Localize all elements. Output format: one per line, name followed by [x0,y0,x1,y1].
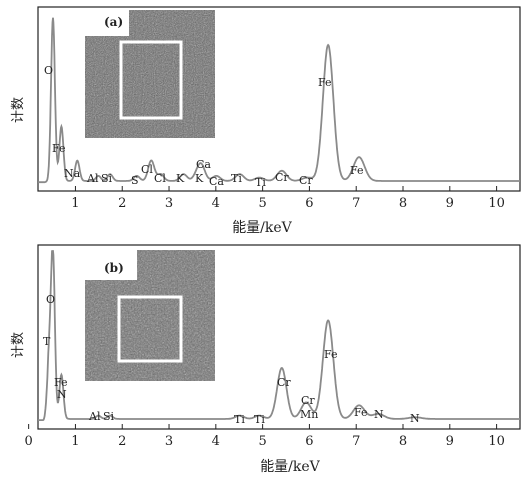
x-tick-label: 3 [165,434,173,449]
peak-label: Mn [300,408,318,421]
x-ticks-a: 1 2 3 4 5 6 7 8 9 10 [71,186,505,211]
peak-label: K [195,172,204,185]
panel-tag-a: (a) [104,15,123,29]
y-axis-label-a: 计数 [11,97,26,123]
spectrum-line-a [38,17,520,184]
x-tick-label: 4 [212,196,220,211]
peak-label: Fe [318,76,332,89]
peak-label: Al [86,172,99,185]
x-ticks-b: 0 1 2 3 4 5 6 7 8 9 10 [25,424,505,449]
peak-label: Cl [141,163,153,176]
peak-label: Fe [54,376,68,389]
peak-label: Cr [301,394,315,407]
peak-label: Ca [209,175,224,188]
peak-label: Cr [275,171,289,184]
panel-b: (b) 0 1 2 3 4 5 6 7 8 9 10 O T Fe N Al Si Ti Ti Cr… [11,244,521,475]
peak-label: K [176,172,185,185]
panel-a: (a) 1 2 3 4 5 6 7 8 9 10 O Fe Na Al Si S Cl Cl K … [11,6,521,236]
x-tick-label: 7 [352,196,360,211]
peak-label: Cl [154,172,166,185]
analysis-region-box-a [119,40,183,120]
peak-label: Fe [354,406,368,419]
x-axis-label-b: 能量/keV [260,459,320,475]
peak-label: O [46,293,55,306]
peak-label: Ti [255,176,266,189]
peak-label: Si [101,172,113,185]
x-tick-label: 2 [118,434,126,449]
peak-label: N [57,388,67,401]
spectrum-line-b [38,250,520,421]
peak-label: Ti [231,172,242,185]
peak-label: Al [88,410,101,423]
x-tick-label: 4 [212,434,220,449]
x-tick-label: 9 [446,196,454,211]
peak-labels-b: O T Fe N Al Si Ti Ti Cr Cr Mn Fe Fe N N [43,293,420,426]
peak-label: Cr [299,174,313,187]
peak-label: T [43,335,51,348]
x-tick-label: 3 [165,196,173,211]
peak-label: Fe [52,142,66,155]
analysis-region-box-b [117,295,183,363]
peak-label: Na [64,167,81,180]
sem-inset-b [85,250,215,381]
x-tick-label: 8 [399,196,407,211]
x-tick-label: 1 [71,196,79,211]
peak-label: N [410,412,420,425]
x-axis-label-a: 能量/keV [232,220,292,236]
x-tick-label: 10 [488,434,505,449]
y-axis-label-b: 计数 [11,332,26,358]
panel-tag-b: (b) [104,261,124,275]
x-tick-label: 10 [488,196,505,211]
x-tick-label: 7 [352,434,360,449]
peak-label: Cr [277,376,291,389]
x-tick-label: 1 [71,434,79,449]
peak-labels-a: O Fe Na Al Si S Cl Cl K Ca K Ca Ti Ti Cr… [44,64,364,189]
plot-frame-a [37,6,521,192]
x-tick-label: 5 [258,434,266,449]
peak-label: Ti [254,413,265,426]
x-tick-label: 9 [446,434,454,449]
x-tick-label: 6 [305,434,313,449]
peak-label: Ca [196,158,211,171]
sem-inset-a [85,10,215,138]
peak-label: Fe [350,164,364,177]
peak-label: Ti [234,413,245,426]
x-tick-label: 5 [258,196,266,211]
x-tick-label: 2 [118,196,126,211]
peak-label: O [44,64,53,77]
peak-label: S [131,174,139,187]
peak-label: N [374,408,384,421]
x-tick-label: 6 [305,196,313,211]
plot-frame-b [37,244,521,430]
x-tick-label: 8 [399,434,407,449]
x-tick-label: 0 [25,434,33,449]
peak-label: Fe [324,348,338,361]
peak-label: Si [103,410,115,423]
